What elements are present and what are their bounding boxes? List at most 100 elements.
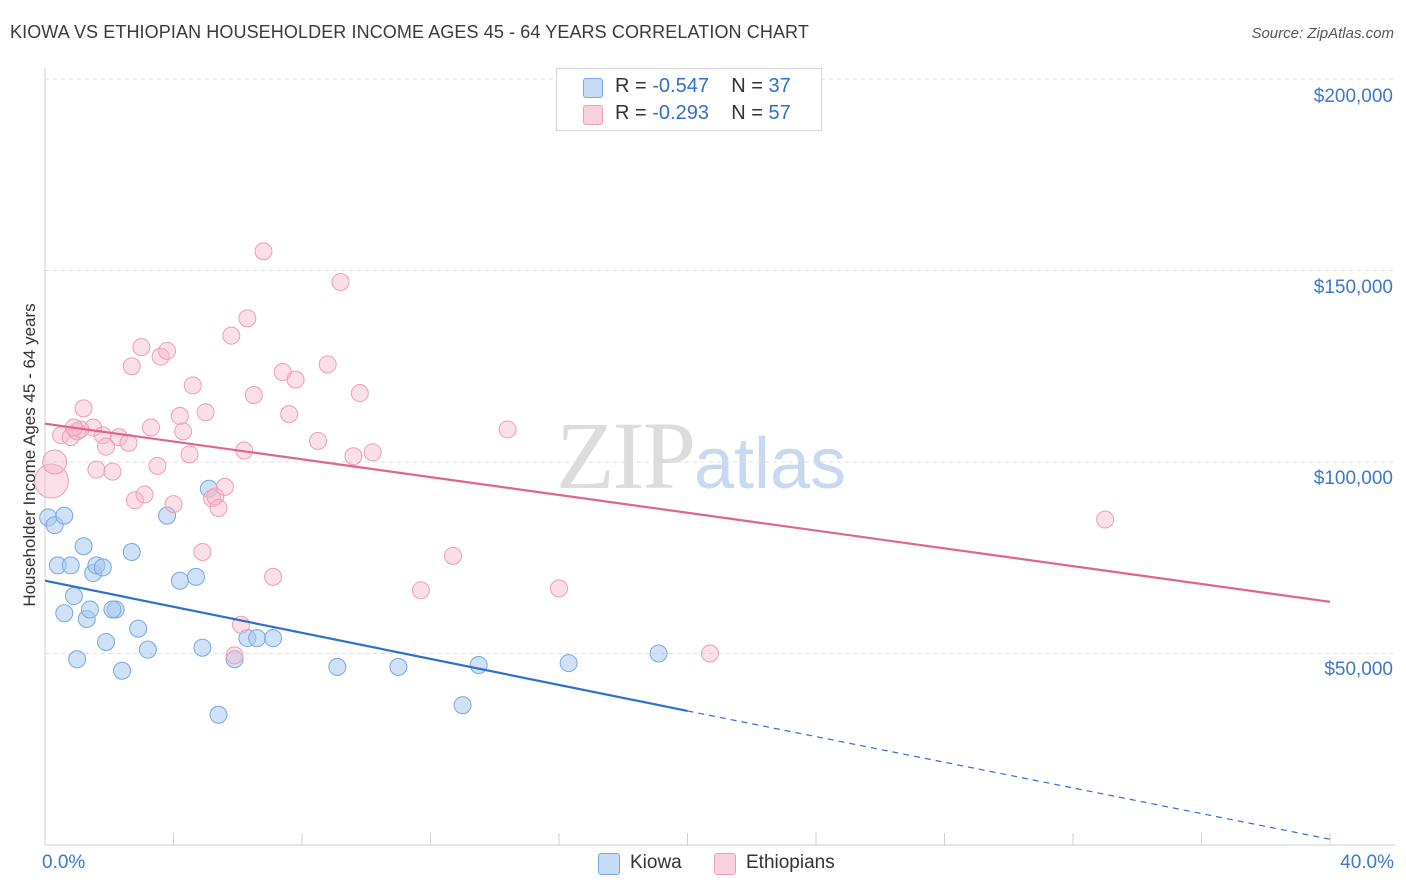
watermark-zip: ZIP: [556, 402, 696, 509]
ethiopians-point: [550, 579, 568, 598]
legend-label-kiowa: Kiowa: [630, 852, 682, 873]
ethiopians-point: [125, 491, 144, 510]
legend-r-value: -0.293: [652, 102, 709, 124]
ethiopians-point: [244, 385, 263, 404]
kiowa-point: [138, 640, 157, 659]
ethiopians-point: [318, 355, 337, 374]
ethiopians-point: [344, 447, 363, 466]
kiowa-point: [61, 556, 80, 575]
kiowa-point: [64, 587, 83, 606]
y-axis-label: Householder Income Ages 45 - 64 years: [20, 303, 39, 607]
correlation-legend: R = -0.547 N = 37 R = -0.293 N = 57: [556, 68, 822, 131]
ethiopians-point: [331, 272, 350, 291]
ethiopians-point: [280, 405, 299, 424]
ethiopians-point: [170, 407, 189, 426]
ethiopians-point: [238, 309, 257, 328]
ethiopians-point: [183, 376, 202, 395]
ethiopians-point: [97, 437, 116, 456]
y-tick-label-150000: $150,000: [1313, 277, 1393, 298]
legend-n-label: N =: [731, 75, 763, 97]
legend-label-ethiopians: Ethiopians: [746, 852, 835, 873]
kiowa-point: [68, 650, 87, 669]
ethiopians-point: [42, 449, 68, 475]
kiowa-point: [97, 633, 116, 652]
kiowa-point: [80, 600, 99, 619]
kiowa-point: [649, 644, 668, 663]
kiowa-point: [186, 567, 205, 586]
ethiopians-point: [222, 326, 241, 345]
kiowa-point: [248, 629, 267, 648]
ethiopians-point: [142, 418, 161, 437]
ethiopians-trendline: [44, 422, 1331, 603]
kiowa-point: [199, 479, 218, 498]
ethiopians-point: [196, 403, 215, 422]
legend-swatch-kiowa: [598, 853, 620, 875]
ethiopians-point: [700, 644, 719, 663]
kiowa-trendline: [44, 579, 688, 713]
kiowa-point: [453, 696, 472, 715]
ethiopians-point: [498, 420, 517, 439]
kiowa-point: [103, 600, 122, 619]
kiowa-point: [74, 537, 93, 556]
ethiopians-point: [87, 460, 106, 479]
watermark-atlas: atlas: [694, 424, 847, 504]
legend-n-value: 37: [768, 75, 791, 97]
ethiopians-point: [215, 477, 234, 496]
ethiopians-point: [350, 384, 369, 403]
kiowa-point: [170, 571, 189, 590]
ethiopians-point: [122, 357, 141, 376]
watermark: ZIPatlas: [556, 400, 846, 511]
ethiopians-point: [203, 489, 222, 508]
kiowa-point: [158, 506, 177, 525]
x-tick-label-min: 0.0%: [42, 852, 86, 873]
ethiopians-point: [148, 456, 167, 475]
y-tick-label-50000: $50,000: [1324, 659, 1393, 680]
ethiopians-point: [74, 399, 93, 418]
legend-swatch-ethiopians: [714, 853, 736, 875]
kiowa-point: [129, 619, 148, 638]
ethiopians-point: [209, 498, 228, 517]
kiowa-point: [55, 604, 74, 623]
ethiopians-point: [158, 341, 177, 360]
ethiopians-point: [309, 431, 328, 450]
ethiopians-point: [225, 646, 244, 665]
ethiopians-point: [1096, 510, 1115, 529]
kiowa-point: [559, 654, 578, 673]
ethiopians-point: [180, 445, 199, 464]
kiowa-point: [209, 705, 228, 724]
kiowa-point: [328, 657, 347, 676]
legend-swatch-kiowa: [583, 78, 603, 98]
legend-n-value: 57: [768, 102, 791, 124]
y-tick-label-100000: $100,000: [1313, 468, 1393, 489]
ethiopians-point: [206, 487, 225, 506]
kiowa-point: [225, 650, 244, 669]
kiowa-point: [264, 629, 283, 648]
chart-title: KIOWA VS ETHIOPIAN HOUSEHOLDER INCOME AG…: [10, 22, 809, 42]
kiowa-point: [193, 638, 212, 657]
legend-r-value: -0.547: [652, 75, 709, 97]
ethiopians-point: [193, 543, 212, 562]
ethiopians-point: [164, 495, 183, 514]
ethiopians-point: [286, 370, 305, 389]
y-tick-label-200000: $200,000: [1313, 86, 1393, 107]
ethiopians-point: [135, 485, 154, 504]
kiowa-trendline-extension: [687, 710, 1331, 840]
kiowa-point: [389, 657, 408, 676]
ethiopians-point: [132, 338, 151, 357]
kiowa-point: [93, 558, 112, 577]
legend-r-label: R =: [615, 102, 647, 124]
kiowa-point: [113, 661, 132, 680]
legend-swatch-ethiopians: [583, 105, 603, 125]
legend-n-label: N =: [731, 102, 763, 124]
ethiopians-point: [363, 443, 382, 462]
ethiopians-point: [254, 242, 273, 261]
ethiopians-point: [443, 546, 462, 565]
legend-r-label: R =: [615, 75, 647, 97]
ethiopians-point: [174, 422, 193, 441]
x-tick-label-max: 40.0%: [1340, 852, 1394, 873]
kiowa-point: [55, 506, 74, 525]
source-label: Source: ZipAtlas.com: [1251, 25, 1394, 42]
ethiopians-point: [264, 567, 283, 586]
kiowa-point: [122, 543, 141, 562]
